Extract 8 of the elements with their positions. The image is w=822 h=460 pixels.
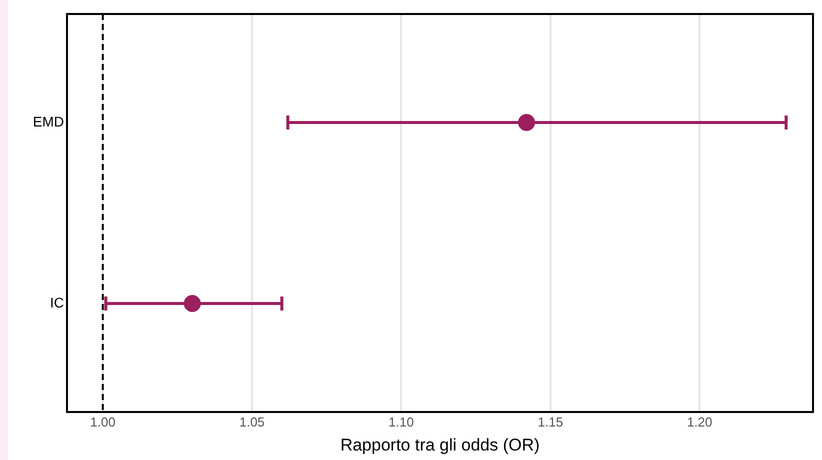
x-tick-label: 1.00	[90, 414, 116, 430]
y-tick-label: IC	[50, 294, 64, 310]
x-tick-label: 1.10	[388, 414, 414, 430]
x-tick-label: 1.15	[538, 414, 564, 430]
x-tick-label: 1.05	[239, 414, 265, 430]
y-tick-label: EMD	[32, 113, 64, 130]
x-axis-title: Rapporto tra gli odds (OR)	[340, 435, 540, 454]
x-tick-label: 1.20	[686, 414, 712, 430]
